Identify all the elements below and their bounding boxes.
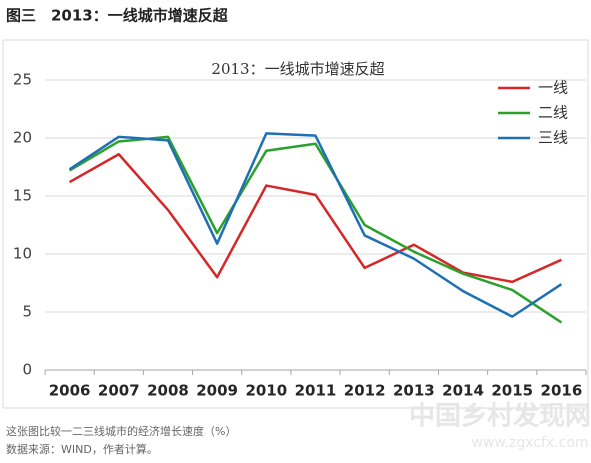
x-tick-label: 2012 (344, 382, 386, 400)
y-tick-label: 25 (13, 71, 32, 89)
footer-source: 数据来源：WIND，作者计算。 (6, 442, 158, 456)
legend-label: 二线 (538, 104, 568, 122)
y-tick-label: 5 (22, 303, 32, 321)
x-tick-label: 2007 (98, 382, 140, 400)
series-line (68, 152, 562, 284)
series-line (68, 135, 563, 324)
x-tick-label: 2016 (541, 382, 583, 400)
x-tick-label: 2011 (295, 382, 337, 400)
y-tick-label: 15 (13, 187, 32, 205)
y-tick-label: 0 (22, 361, 32, 379)
x-tick-label: 2010 (245, 382, 287, 400)
footer-note: 这张图比较一二三线城市的经济增长速度（%） (6, 424, 236, 438)
chart-frame (2, 39, 589, 409)
header: 图三 2013：一线城市增速反超 (6, 7, 229, 25)
y-tick-label: 10 (13, 245, 32, 263)
chart-title: 2013：一线城市增速反超 (211, 60, 384, 78)
watermark-name: 中国乡村发现网 (409, 401, 591, 432)
x-tick-label: 2006 (49, 382, 91, 400)
legend-label: 三线 (538, 129, 568, 147)
x-tick-label: 2013 (393, 382, 435, 400)
x-tick-label: 2014 (442, 382, 484, 400)
x-tick-label: 2008 (147, 382, 189, 400)
legend-label: 一线 (538, 79, 568, 97)
x-tick-label: 2009 (196, 382, 238, 400)
series-line (68, 132, 563, 318)
watermark-url: www.zgxcfx.com (471, 435, 588, 451)
y-tick-label: 20 (13, 129, 32, 147)
x-tick-label: 2015 (491, 382, 533, 400)
